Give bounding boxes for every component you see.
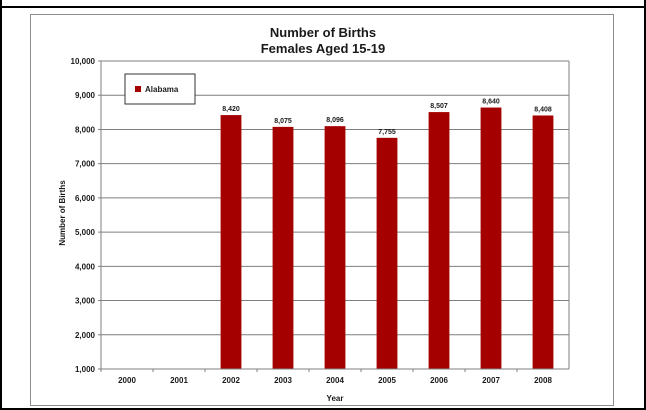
y-tick-label: 6,000	[75, 194, 96, 203]
data-label: 8,408	[534, 106, 552, 113]
x-tick-label: 2003	[274, 376, 292, 385]
births-bar-chart: Number of Births Females Aged 15-19 8,42…	[58, 25, 570, 403]
bar	[376, 137, 398, 369]
x-tick-label: 2004	[326, 376, 344, 385]
x-axis-label: Year	[327, 394, 344, 403]
y-tick-label: 1,000	[75, 365, 96, 374]
bar	[532, 115, 554, 369]
x-tick-label: 2005	[378, 376, 396, 385]
y-tick-label: 8,000	[75, 125, 96, 134]
y-tick-label: 4,000	[75, 262, 96, 271]
bars: 8,420 8,075 8,096 7,755 8,507 8,640 8,408	[220, 99, 554, 370]
chart-container: Number of Births Females Aged 15-19 8,42…	[30, 14, 614, 406]
legend-label-alabama: Alabama	[145, 85, 179, 94]
x-tick-label: 2000	[118, 376, 136, 385]
x-tick-label: 2002	[222, 376, 240, 385]
y-axis-label: Number of Births	[58, 180, 67, 246]
legend: Alabama	[124, 73, 196, 105]
data-label: 8,075	[274, 118, 292, 125]
bar	[428, 112, 450, 369]
data-label: 8,640	[482, 99, 500, 106]
y-tick-label: 9,000	[75, 91, 96, 100]
chart-title-line-1: Number of Births	[270, 25, 376, 40]
data-label: 7,755	[378, 129, 396, 136]
bar	[324, 126, 346, 369]
bar	[220, 115, 242, 370]
x-tick-label: 2007	[482, 376, 500, 385]
bar	[480, 107, 502, 369]
data-label: 8,096	[326, 117, 344, 124]
axes: 1,000 2,000 3,000 4,000 5,000 6,000 7,000 8,000…	[71, 57, 570, 385]
x-tick-label: 2001	[170, 376, 188, 385]
x-tick-label: 2006	[430, 376, 448, 385]
bar	[272, 126, 294, 369]
y-tick-label: 2,000	[75, 331, 96, 340]
x-tick-label: 2008	[534, 376, 552, 385]
data-label: 8,420	[222, 106, 240, 113]
chart-title-line-2: Females Aged 15-19	[261, 41, 386, 56]
y-tick-label: 5,000	[75, 228, 96, 237]
y-tick-label: 10,000	[71, 57, 96, 66]
y-tick-label: 3,000	[75, 297, 96, 306]
data-label: 8,507	[430, 103, 448, 110]
y-tick-label: 7,000	[75, 160, 96, 169]
legend-swatch	[135, 86, 141, 92]
